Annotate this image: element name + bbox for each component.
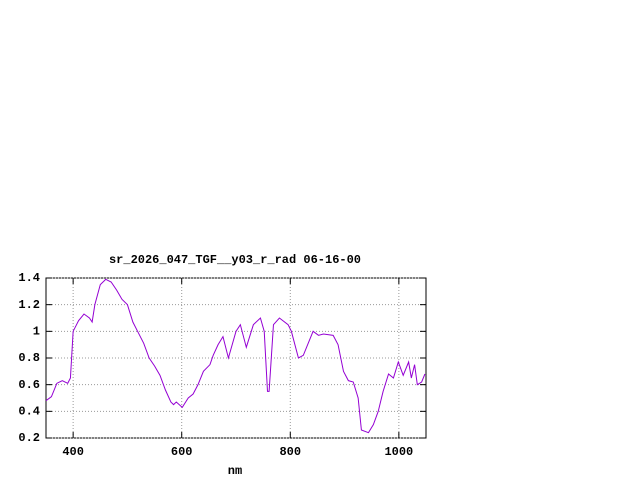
x-tick-label: 1000 [384, 445, 413, 459]
data-line [45, 278, 426, 434]
x-axis-label: nm [228, 464, 242, 478]
y-tick-label: 0.4 [18, 405, 40, 419]
y-tick-label: 1.2 [18, 298, 40, 312]
y-tick-label: 0.8 [18, 351, 40, 365]
chart-title: sr_2026_047_TGF__y03_r_rad 06-16-00 [109, 253, 361, 267]
x-tick-label: 600 [171, 445, 193, 459]
y-tick-label: 1.4 [18, 271, 40, 285]
x-tick-label: 400 [62, 445, 84, 459]
x-tick-label: 800 [279, 445, 301, 459]
y-tick-label: 1 [33, 325, 40, 339]
y-tick-label: 0.6 [18, 378, 40, 392]
y-tick-label: 0.2 [18, 431, 40, 445]
